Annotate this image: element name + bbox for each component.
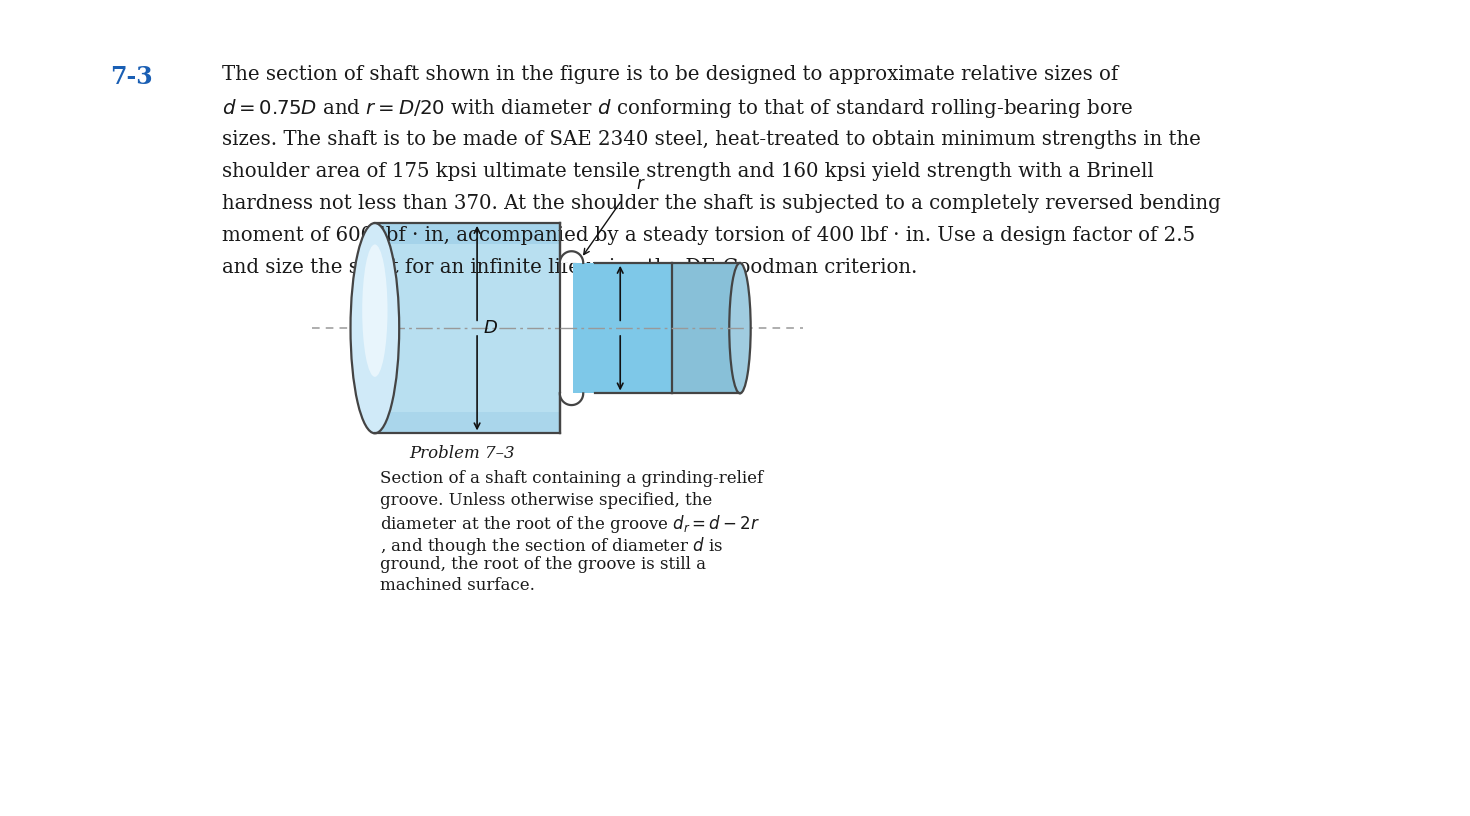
Polygon shape [560, 251, 595, 263]
Polygon shape [375, 223, 560, 433]
Text: $d = 0.75D$ and $r = D/20$ with diameter $d$ conforming to that of standard roll: $d = 0.75D$ and $r = D/20$ with diameter… [222, 97, 1133, 121]
Text: $D$: $D$ [484, 319, 498, 337]
Text: moment of 600 lbf · in, accompanied by a steady torsion of 400 lbf · in. Use a d: moment of 600 lbf · in, accompanied by a… [222, 226, 1195, 245]
Text: machined surface.: machined surface. [379, 578, 535, 594]
Ellipse shape [362, 245, 388, 377]
Polygon shape [672, 263, 739, 393]
Polygon shape [560, 393, 595, 405]
Text: and size the shaft for an infinite life using the DE-Goodman criterion.: and size the shaft for an infinite life … [222, 258, 917, 277]
Text: $r$: $r$ [637, 175, 645, 193]
Text: The section of shaft shown in the figure is to be designed to approximate relati: The section of shaft shown in the figure… [222, 65, 1119, 84]
Text: shoulder area of 175 kpsi ultimate tensile strength and 160 kpsi yield strength : shoulder area of 175 kpsi ultimate tensi… [222, 162, 1154, 180]
Ellipse shape [729, 263, 751, 393]
Text: Problem 7–3: Problem 7–3 [409, 445, 514, 462]
Polygon shape [375, 223, 560, 245]
Text: ground, the root of the groove is still a: ground, the root of the groove is still … [379, 556, 706, 573]
Ellipse shape [350, 223, 400, 433]
Text: groove. Unless otherwise specified, the: groove. Unless otherwise specified, the [379, 492, 711, 508]
Polygon shape [573, 263, 672, 393]
Text: , and though the section of diameter $d$ is: , and though the section of diameter $d$… [379, 534, 723, 557]
Text: sizes. The shaft is to be made of SAE 2340 steel, heat-treated to obtain minimum: sizes. The shaft is to be made of SAE 23… [222, 130, 1201, 149]
Text: diameter at the root of the groove $d_r = d - 2r$: diameter at the root of the groove $d_r … [379, 513, 760, 535]
Text: $d$: $d$ [626, 319, 639, 337]
Polygon shape [375, 412, 560, 433]
Text: 7-3: 7-3 [110, 65, 153, 89]
Text: Section of a shaft containing a grinding-relief: Section of a shaft containing a grinding… [379, 470, 763, 487]
Text: hardness not less than 370. At the shoulder the shaft is subjected to a complete: hardness not less than 370. At the shoul… [222, 193, 1220, 213]
